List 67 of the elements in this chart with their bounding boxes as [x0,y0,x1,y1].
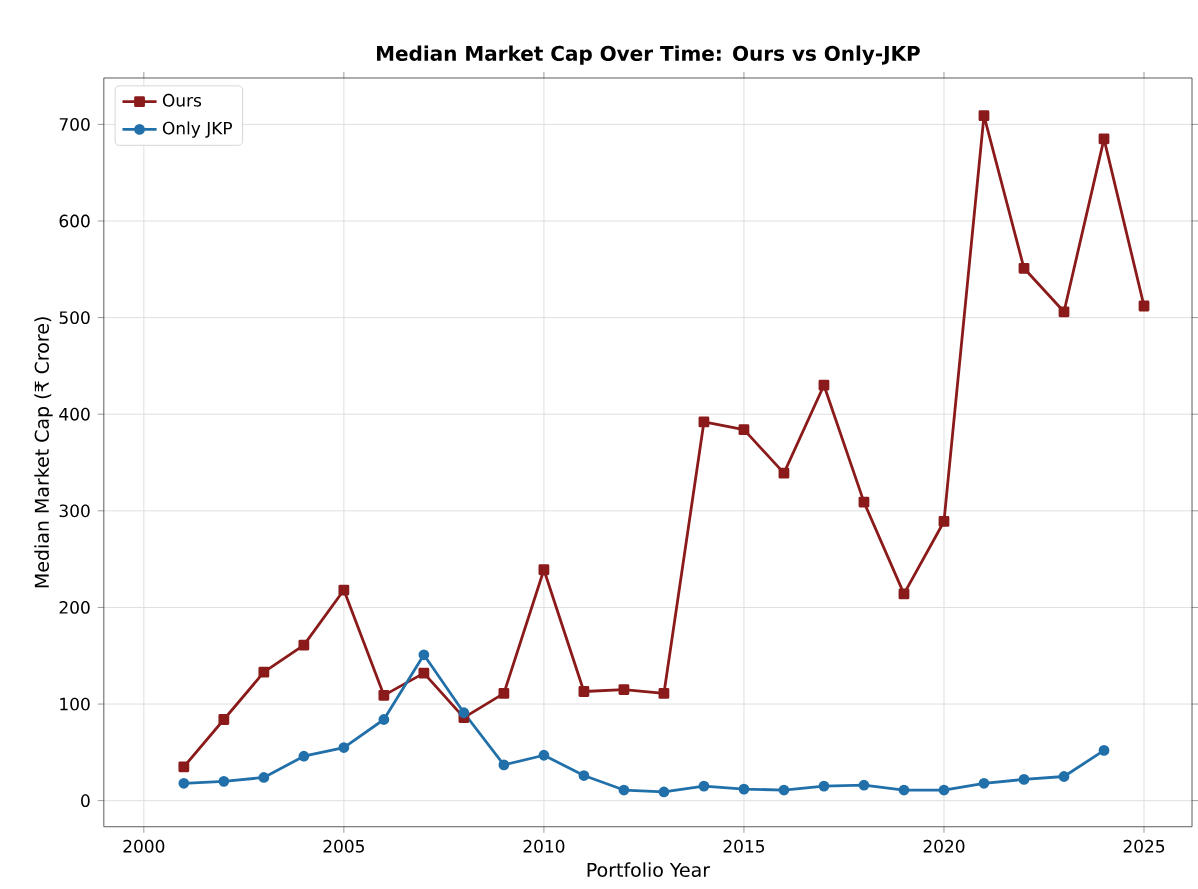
point [298,639,310,651]
point [978,778,990,789]
x-tick-label: 2000 [123,840,165,853]
point [938,784,950,796]
point [778,467,790,479]
point [1058,306,1070,318]
point [738,424,750,436]
y-tick-label: 400 [59,408,90,421]
point [858,780,870,791]
point [538,750,550,761]
point [1138,300,1150,312]
legend-label: Only JKP [162,121,233,139]
y-tick-label: 700 [59,118,90,132]
point [818,781,830,792]
point [178,778,190,789]
legend-label: Ours [162,94,202,107]
point [218,776,230,787]
point [978,110,990,122]
x-tick-label: 2020 [923,840,965,853]
point [538,564,550,576]
point [458,707,470,719]
point [178,761,190,773]
point [338,742,350,754]
y-tick-label: 200 [59,601,90,615]
y-tick-label: 300 [59,504,90,518]
point [578,770,590,782]
point [338,584,350,596]
point [738,783,750,795]
point [578,686,590,698]
point [658,786,670,798]
point [658,688,670,700]
chart-title: Median Market Cap Over Time: Ours vs Only-JKP [377,45,920,66]
point [778,784,790,796]
x-tick-label: 2010 [523,840,565,853]
point [1018,263,1030,274]
point [1018,774,1030,786]
point [618,684,630,696]
point [818,380,830,391]
point [698,781,710,792]
point [858,496,870,508]
point [1098,133,1110,145]
y-axis-title: Median Market Cap (₹ Crore) [34,317,53,588]
y-tick-label: 500 [59,311,90,325]
y-tick-label: 0 [81,794,90,808]
point [698,416,710,428]
x-tick-label: 2015 [723,840,765,853]
point [378,714,390,726]
point [418,667,430,679]
point [218,714,230,726]
point [938,516,950,528]
point [498,688,510,700]
point [898,784,910,796]
point [378,690,390,701]
point [618,784,630,796]
x-tick-label: 2025 [1123,840,1165,853]
point [1098,745,1110,757]
point [298,751,310,762]
x-axis-title: Portfolio Year [587,862,711,878]
point [1058,771,1070,783]
point [898,588,910,600]
point [418,649,430,661]
y-tick-label: 600 [59,214,90,228]
point [498,759,510,771]
x-tick-label: 2005 [323,840,364,853]
point [258,772,270,784]
y-tick-label: 100 [60,697,90,711]
point [258,667,270,678]
